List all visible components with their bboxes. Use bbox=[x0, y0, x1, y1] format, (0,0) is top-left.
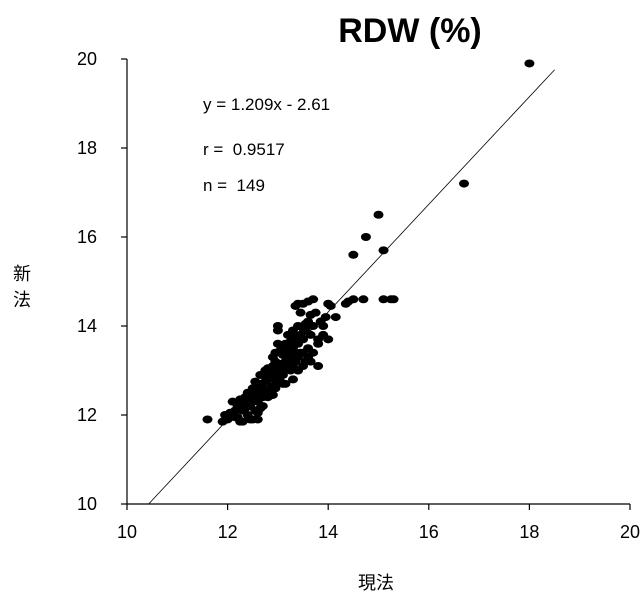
chart-title: RDW (%) bbox=[338, 12, 482, 50]
data-point bbox=[295, 308, 306, 317]
y-axis-label-char-2: 法 bbox=[13, 290, 31, 310]
data-point bbox=[225, 413, 236, 422]
data-point bbox=[348, 295, 359, 304]
data-point bbox=[323, 335, 334, 344]
data-point bbox=[252, 415, 263, 424]
data-point bbox=[257, 402, 268, 411]
data-point bbox=[255, 370, 266, 379]
data-point bbox=[358, 295, 369, 304]
regression-line-group bbox=[148, 69, 555, 505]
y-axis-label-char-1: 新 bbox=[13, 264, 31, 284]
data-point bbox=[388, 295, 399, 304]
data-point bbox=[270, 348, 281, 357]
data-point bbox=[277, 370, 288, 379]
data-point bbox=[305, 330, 316, 339]
data-point bbox=[330, 313, 341, 322]
data-point bbox=[298, 335, 309, 344]
data-point bbox=[287, 375, 298, 384]
data-point bbox=[360, 233, 371, 241]
ticks: 10 12 14 16 18 20 10 12 14 16 18 20 bbox=[77, 49, 640, 542]
data-point bbox=[313, 335, 324, 344]
y-tick-label: 12 bbox=[77, 405, 97, 425]
x-axis-label: 現法 bbox=[358, 573, 394, 593]
data-point bbox=[202, 415, 213, 424]
data-point bbox=[252, 408, 263, 417]
data-point bbox=[265, 386, 276, 395]
y-tick-label: 14 bbox=[77, 316, 97, 336]
data-point bbox=[235, 399, 246, 408]
data-point bbox=[348, 250, 359, 259]
data-point bbox=[459, 179, 470, 188]
data-point bbox=[373, 210, 384, 219]
data-points bbox=[202, 59, 535, 426]
x-tick-label: 14 bbox=[318, 522, 338, 542]
x-tick-label: 10 bbox=[117, 522, 137, 542]
data-point bbox=[277, 379, 288, 388]
plot-area bbox=[126, 59, 630, 505]
data-point bbox=[378, 246, 389, 255]
data-point bbox=[235, 417, 246, 426]
r-annotation: r = 0.9517 bbox=[203, 140, 285, 159]
data-point bbox=[310, 308, 321, 317]
data-point bbox=[245, 415, 256, 424]
data-point bbox=[290, 301, 301, 310]
x-tick-label: 12 bbox=[218, 522, 238, 542]
data-point bbox=[298, 324, 309, 333]
data-point bbox=[325, 301, 336, 310]
data-point bbox=[303, 353, 314, 362]
data-point bbox=[240, 393, 251, 402]
y-tick-label: 10 bbox=[77, 494, 97, 514]
data-point bbox=[285, 357, 296, 366]
data-point bbox=[308, 295, 319, 304]
y-tick-label: 20 bbox=[77, 49, 97, 69]
y-tick-label: 16 bbox=[77, 227, 97, 247]
data-point bbox=[287, 333, 298, 342]
data-point bbox=[524, 59, 535, 68]
regression-line bbox=[148, 69, 555, 505]
data-point bbox=[378, 295, 389, 304]
data-point bbox=[295, 348, 306, 357]
data-point bbox=[308, 322, 319, 330]
data-point bbox=[272, 322, 283, 330]
x-tick-label: 16 bbox=[419, 522, 439, 542]
data-point bbox=[272, 339, 283, 348]
data-point bbox=[313, 362, 324, 371]
n-annotation: n = 149 bbox=[203, 176, 265, 195]
data-point bbox=[250, 390, 261, 399]
data-point bbox=[250, 377, 261, 386]
equation-annotation: y = 1.209x - 2.61 bbox=[203, 95, 330, 114]
y-tick-label: 18 bbox=[77, 138, 97, 158]
x-tick-label: 20 bbox=[620, 522, 640, 542]
data-point bbox=[318, 322, 329, 330]
data-point bbox=[320, 313, 331, 322]
x-tick-label: 18 bbox=[519, 522, 539, 542]
